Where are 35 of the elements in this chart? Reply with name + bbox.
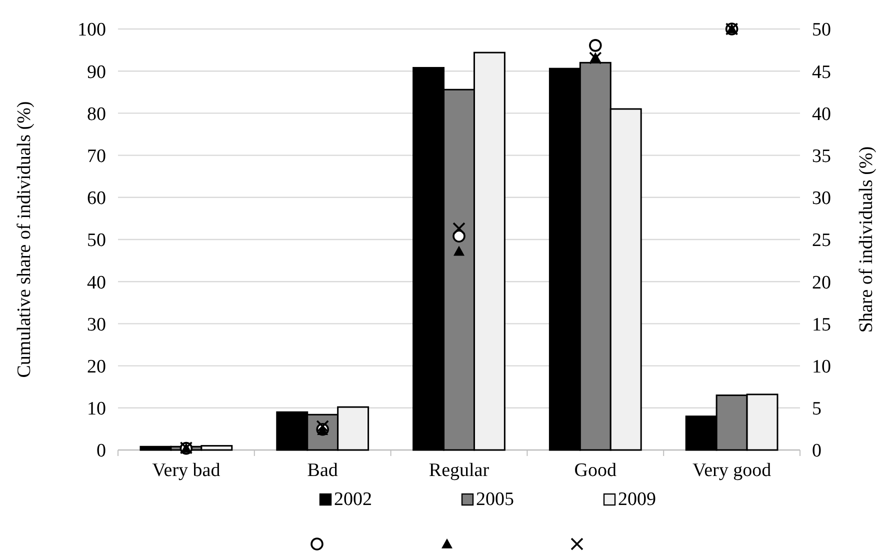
point bbox=[454, 246, 464, 256]
x-tick-label: Very bad bbox=[152, 460, 221, 481]
x-tick-label: Good bbox=[574, 460, 618, 481]
legend-label: 2009 bbox=[618, 489, 656, 510]
y2-tick-label: 20 bbox=[812, 272, 831, 294]
y-tick-label: 0 bbox=[96, 440, 106, 462]
y-tick-label: 80 bbox=[87, 104, 106, 125]
y2-tick-label: 25 bbox=[812, 230, 831, 252]
y2-tick-label: 45 bbox=[812, 62, 831, 83]
y-axis-title: Cumulative share of individuals (%) bbox=[14, 101, 35, 378]
y2-tick-label: 30 bbox=[812, 188, 831, 210]
y-tick-label: 30 bbox=[87, 314, 106, 336]
point bbox=[452, 222, 466, 235]
y-tick-label: 60 bbox=[87, 188, 106, 210]
y2-tick-label: 50 bbox=[812, 20, 831, 41]
y-tick-label: 70 bbox=[87, 146, 106, 167]
y-tick-label: 50 bbox=[87, 230, 106, 252]
y-tick-label: 20 bbox=[87, 356, 106, 378]
legend-label: 2002 bbox=[334, 489, 372, 510]
y2-tick-label: 15 bbox=[812, 314, 831, 336]
point bbox=[589, 39, 602, 52]
y-tick-label: 90 bbox=[87, 62, 106, 83]
x-tick-label: Regular bbox=[428, 460, 490, 481]
y-tick-label: 100 bbox=[78, 20, 106, 41]
y2-tick-label: 40 bbox=[812, 104, 831, 125]
x-tick-label: Very good bbox=[692, 460, 772, 481]
y2-tick-label: 0 bbox=[812, 440, 822, 462]
x-tick-label: Bad bbox=[307, 460, 338, 481]
y2-tick-label: 35 bbox=[812, 146, 831, 167]
y2-axis-title: Share of individuals (%) bbox=[856, 146, 877, 333]
y-tick-label: 10 bbox=[87, 398, 106, 420]
legend-label: 2005 bbox=[476, 489, 514, 510]
y2-tick-label: 10 bbox=[812, 356, 831, 378]
y2-tick-label: 5 bbox=[812, 398, 822, 420]
y-tick-label: 40 bbox=[87, 272, 106, 294]
